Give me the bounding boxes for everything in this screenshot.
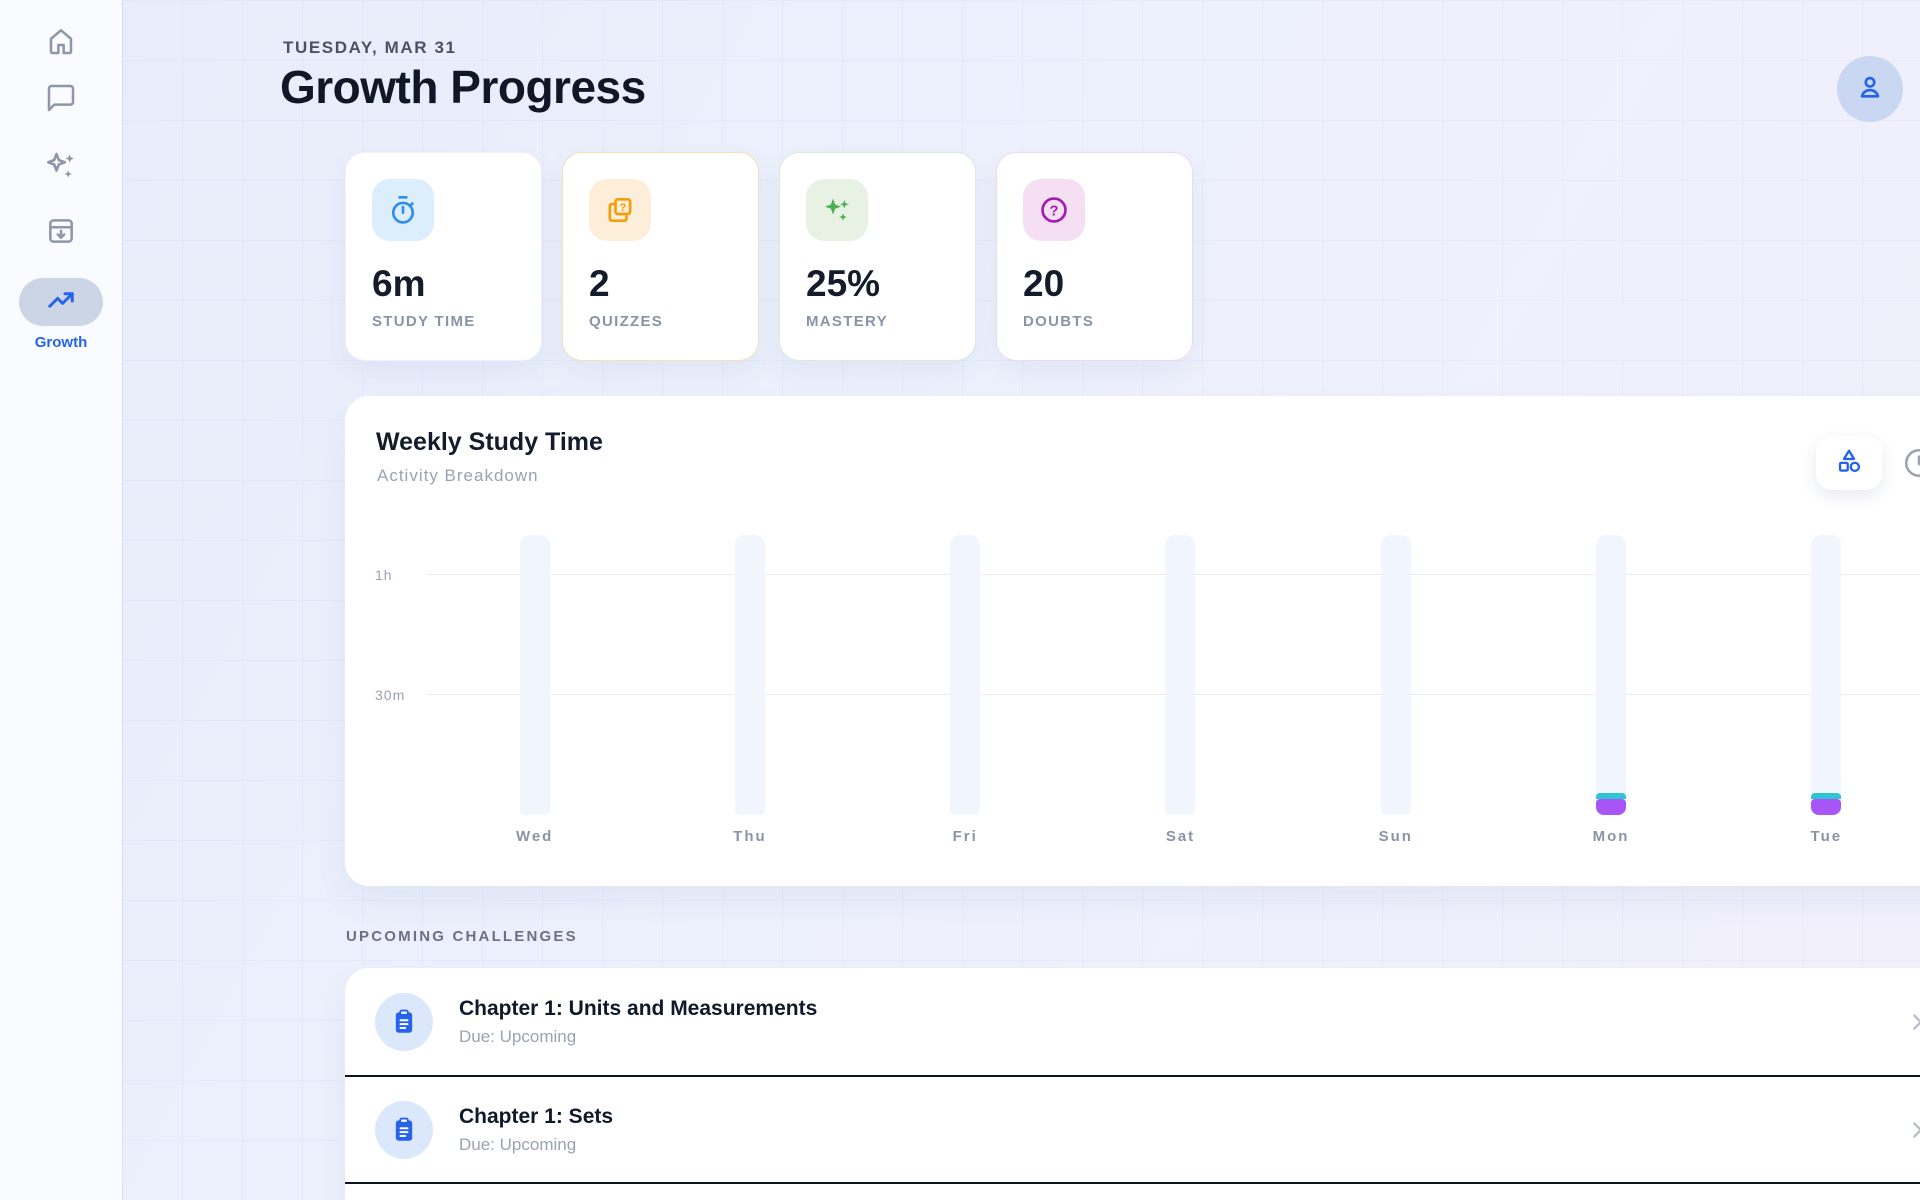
page-title: Growth Progress <box>280 61 646 113</box>
x-label-sat: Sat <box>1165 828 1196 845</box>
stat-value: 2 <box>589 263 610 304</box>
stat-label: MASTERY <box>806 313 888 330</box>
save-icon <box>45 219 77 251</box>
shapes-icon <box>1835 447 1863 480</box>
challenge-item-units-measurements[interactable]: Chapter 1: Units and Measurements Due: U… <box>345 968 1920 1075</box>
sidebar-item-chat[interactable] <box>45 82 77 114</box>
clipboard-icon <box>375 1100 433 1159</box>
bar-wed[interactable] <box>427 535 642 815</box>
sidebar-item-growth[interactable] <box>19 278 103 326</box>
profile-button[interactable] <box>1837 56 1903 122</box>
stats-row: 6m STUDY TIME ? 2 QUIZZES <box>345 152 1193 361</box>
stat-label: QUIZZES <box>589 313 664 330</box>
clipboard-icon <box>375 992 433 1051</box>
chart-toolbar <box>1816 436 1920 490</box>
shapes-view-button[interactable] <box>1816 436 1882 490</box>
sidebar: Growth <box>0 0 122 1200</box>
bar-thu[interactable] <box>642 535 857 815</box>
challenge-item-sets[interactable]: Chapter 1: Sets Due: Upcoming <box>345 1075 1920 1182</box>
stat-card-study-time[interactable]: 6m STUDY TIME <box>345 152 542 361</box>
bar-segment-study-activity-a <box>1596 799 1627 815</box>
challenge-item-partial <box>345 1182 1920 1200</box>
svg-text:?: ? <box>1050 203 1059 219</box>
stat-value: 6m <box>372 263 426 304</box>
clock-view-button[interactable] <box>1902 446 1920 480</box>
quiz-cards-icon: ? <box>589 179 651 241</box>
stat-card-doubts[interactable]: ? 20 DOUBTS <box>996 152 1193 361</box>
help-circle-icon: ? <box>1023 179 1085 241</box>
bar-segment-study-activity-b <box>1596 793 1627 799</box>
stat-label: DOUBTS <box>1023 313 1095 330</box>
challenge-due: Due: Upcoming <box>459 1026 577 1046</box>
x-label-sun: Sun <box>1378 828 1413 845</box>
stat-value: 20 <box>1023 263 1065 304</box>
x-axis-labels: Wed Thu Fri Sat Sun Mon Tue <box>427 828 1920 845</box>
date-text: TUESDAY, MAR 31 <box>283 38 457 57</box>
challenges-list: Chapter 1: Units and Measurements Due: U… <box>345 968 1920 1200</box>
sparkles-icon <box>43 152 79 188</box>
x-label-thu: Thu <box>733 828 767 845</box>
bar-fri[interactable] <box>858 535 1073 815</box>
stat-value: 25% <box>806 263 881 304</box>
home-icon <box>45 29 77 61</box>
y-axis-label-30m: 30m <box>375 687 406 703</box>
x-label-mon: Mon <box>1592 828 1630 845</box>
x-label-tue: Tue <box>1810 828 1843 845</box>
chevron-right-icon <box>1904 1009 1920 1035</box>
x-label-wed: Wed <box>515 828 554 845</box>
chart-plot-area: 1h 30m <box>375 535 1920 815</box>
challenge-title: Chapter 1: Units and Measurements <box>459 996 818 1020</box>
sidebar-growth-label: Growth <box>34 334 88 351</box>
x-label-fri: Fri <box>952 828 978 845</box>
sparkles-icon <box>806 179 868 241</box>
bars-row <box>427 535 1920 815</box>
sidebar-item-home[interactable] <box>45 25 77 57</box>
weekly-study-time-card: Weekly Study Time Activity Breakdown <box>345 396 1920 886</box>
stat-card-quizzes[interactable]: ? 2 QUIZZES <box>562 152 759 361</box>
bar-segment-study-activity-b <box>1811 793 1842 799</box>
bar-sat[interactable] <box>1073 535 1288 815</box>
trending-up-icon <box>46 285 76 320</box>
bar-sun[interactable] <box>1288 535 1503 815</box>
upcoming-challenges-heading: UPCOMING CHALLENGES <box>346 928 578 945</box>
chart-title: Weekly Study Time <box>376 428 603 456</box>
main-content: TUESDAY, MAR 31 Growth Progress <box>122 0 1920 1200</box>
clock-icon <box>1902 448 1920 484</box>
challenge-title: Chapter 1: Sets <box>459 1104 614 1128</box>
chevron-right-icon <box>1904 1117 1920 1143</box>
stat-label: STUDY TIME <box>372 313 476 330</box>
chart-subtitle: Activity Breakdown <box>377 466 539 485</box>
y-axis-label-1h: 1h <box>375 567 393 583</box>
user-icon <box>1855 72 1885 107</box>
bar-tue[interactable] <box>1719 535 1920 815</box>
svg-text:?: ? <box>619 202 626 214</box>
challenge-due: Due: Upcoming <box>459 1134 577 1154</box>
chat-icon <box>45 84 77 118</box>
bar-mon[interactable] <box>1503 535 1718 815</box>
sidebar-item-library[interactable] <box>45 215 77 247</box>
timer-icon <box>372 179 434 241</box>
bar-segment-study-activity-a <box>1811 799 1842 815</box>
stat-card-mastery[interactable]: 25% MASTERY <box>779 152 976 361</box>
sidebar-item-ai[interactable] <box>43 148 79 184</box>
